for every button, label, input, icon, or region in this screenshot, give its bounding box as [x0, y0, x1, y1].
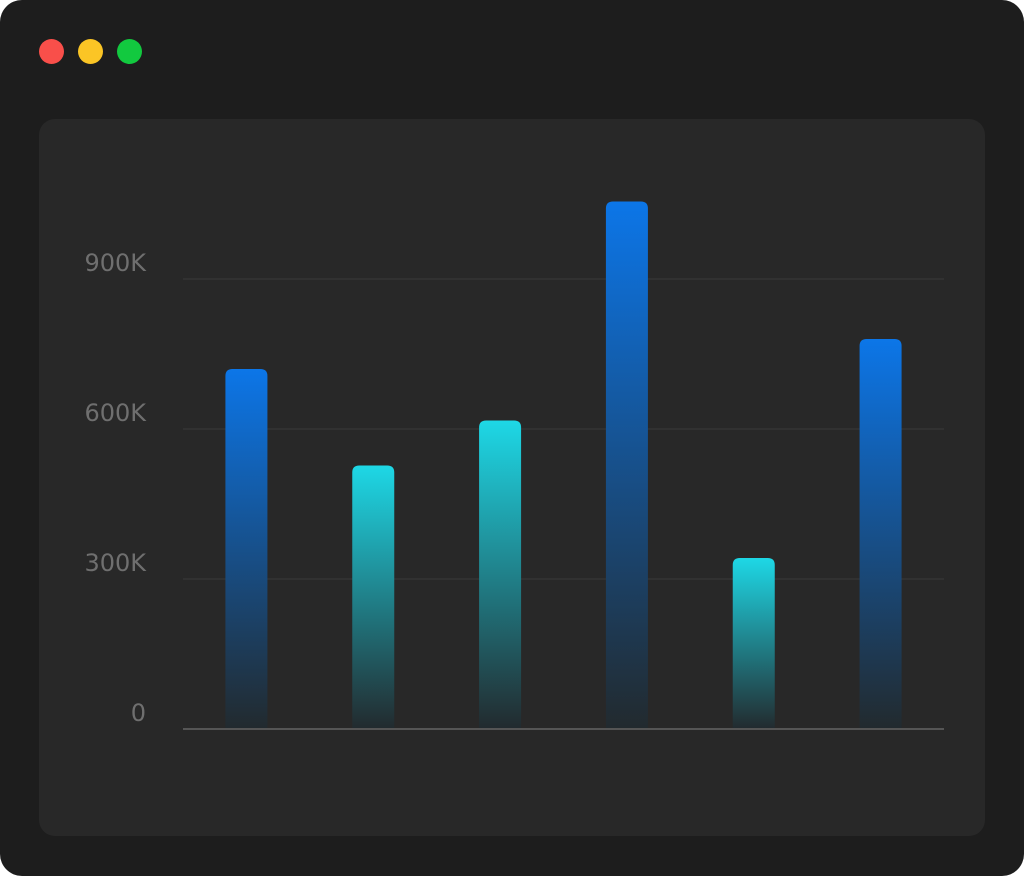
bar-4[interactable]: [605, 201, 648, 730]
y-axis-labels: 0 300K 600K 900K: [84, 249, 147, 727]
bar-6[interactable]: [859, 339, 902, 729]
y-tick-label: 0: [131, 699, 146, 727]
y-tick-label: 600K: [84, 399, 147, 427]
bar-2[interactable]: [352, 465, 395, 730]
bar-3[interactable]: [479, 420, 522, 730]
bar-1[interactable]: [225, 369, 268, 729]
bar-5[interactable]: [732, 558, 775, 729]
minimize-button[interactable]: [78, 39, 103, 64]
y-tick-label: 300K: [84, 549, 147, 577]
zoom-button[interactable]: [117, 39, 142, 64]
close-button[interactable]: [39, 39, 64, 64]
y-tick-label: 900K: [84, 249, 147, 277]
grid-lines: [183, 278, 944, 580]
bars: [225, 201, 902, 730]
window-controls: [39, 39, 142, 64]
